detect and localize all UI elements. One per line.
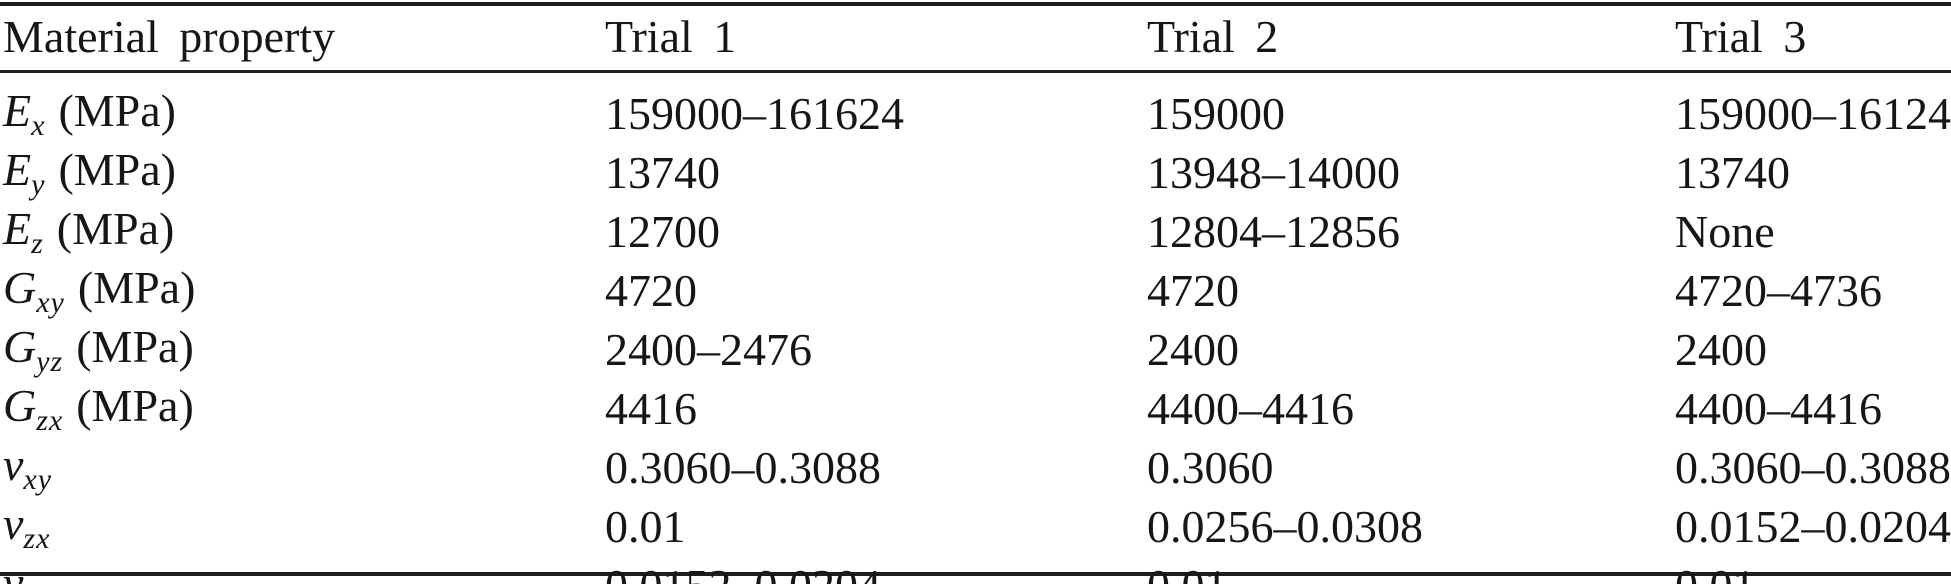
column-header-trial-1: Trial 1 (605, 11, 737, 62)
trial1-value-cell: 4416 (605, 383, 697, 434)
table-body: Ex (MPa) 159000–161624 159000 159000–1612… (3, 84, 1951, 584)
property-cell: Ex (MPa) (3, 84, 605, 143)
property-cell: Ez (MPa) (3, 202, 605, 261)
table-top-rule (0, 2, 1951, 6)
property-cell: vzx (3, 497, 605, 556)
property-cell: Gzx (MPa) (3, 379, 605, 438)
property-cell: vxy (3, 438, 605, 497)
property-subscript: zx (23, 522, 51, 555)
table-row: vyz 0.0152–0.0204 0.01 0.01 (3, 556, 1951, 584)
trial1-value-cell: 4720 (605, 265, 697, 316)
trial2-value-cell: 159000 (1147, 88, 1285, 139)
table-row: vzx 0.01 0.0256–0.0308 0.0152–0.0204 (3, 497, 1951, 556)
trial3-value-cell: 0.01 (1675, 556, 1951, 584)
header-row: Material property Trial 1 Trial 2 Trial … (3, 0, 1951, 84)
trial2-value-cell: 12804–12856 (1147, 206, 1400, 257)
table-row: Gyz (MPa) 2400–2476 2400 2400 (3, 320, 1951, 379)
property-subscript: yz (23, 581, 50, 584)
trial1-value-cell: 12700 (605, 206, 720, 257)
property-subscript: y (31, 168, 46, 201)
property-unit: (MPa) (58, 85, 176, 136)
table-row: Ez (MPa) 12700 12804–12856 None (3, 202, 1951, 261)
table-row: vxy 0.3060–0.3088 0.3060 0.3060–0.3088 (3, 438, 1951, 497)
property-symbol: G (3, 380, 37, 431)
trial1-value-cell: 159000–161624 (605, 88, 904, 139)
property-symbol: E (3, 203, 32, 254)
property-symbol: E (3, 85, 32, 136)
property-subscript: yz (36, 345, 64, 378)
trial3-value-cell: None (1675, 206, 1775, 257)
property-symbol: G (3, 262, 37, 313)
trial1-value-cell: 0.01 (605, 501, 686, 552)
property-cell: Ey (MPa) (3, 143, 605, 202)
table-header-rule (0, 70, 1951, 73)
property-symbol: v (3, 439, 24, 490)
trial1-value-cell: 13740 (605, 147, 720, 198)
property-subscript: zx (36, 404, 64, 437)
trial2-value-cell: 0.3060 (1147, 442, 1274, 493)
property-symbol: E (3, 144, 32, 195)
property-unit: (MPa) (76, 321, 194, 372)
property-subscript: xy (23, 463, 53, 496)
trial1-value-cell: 0.3060–0.3088 (605, 442, 881, 493)
property-unit: (MPa) (76, 380, 194, 431)
column-header-trial-3: Trial 3 (1675, 11, 1807, 62)
column-header-material-property: Material property (3, 11, 336, 62)
trial1-value-cell: 0.0152–0.0204 (605, 556, 1147, 584)
property-subscript: xy (36, 286, 65, 319)
trial2-value-cell: 4720 (1147, 265, 1239, 316)
property-unit: (MPa) (77, 262, 196, 313)
trial3-value-cell: 159000–16124 (1675, 88, 1951, 139)
table-row: Ey (MPa) 13740 13948–14000 13740 (3, 143, 1951, 202)
property-unit: (MPa) (58, 144, 176, 195)
property-symbol: G (3, 321, 37, 372)
property-symbol: v (3, 557, 24, 584)
trial1-value-cell: 2400–2476 (605, 324, 812, 375)
column-header-trial-2: Trial 2 (1147, 11, 1279, 62)
trial3-value-cell: 0.3060–0.3088 (1675, 442, 1951, 493)
property-cell: Gxy (MPa) (3, 261, 605, 320)
property-symbol: v (3, 498, 24, 549)
table-row: Gzx (MPa) 4416 4400–4416 4400–4416 (3, 379, 1951, 438)
property-subscript: z (31, 227, 44, 260)
property-subscript: x (31, 109, 46, 142)
trial3-value-cell: 4720–4736 (1675, 265, 1882, 316)
trial2-value-cell: 2400 (1147, 324, 1239, 375)
material-properties-table: Material property Trial 1 Trial 2 Trial … (3, 0, 1951, 584)
trial2-value-cell: 0.01 (1147, 556, 1675, 584)
property-cell: vyz (3, 556, 605, 584)
trial2-value-cell: 0.0256–0.0308 (1147, 501, 1423, 552)
property-cell: Gyz (MPa) (3, 320, 605, 379)
trial2-value-cell: 13948–14000 (1147, 147, 1400, 198)
trial3-value-cell: 13740 (1675, 147, 1790, 198)
property-unit: (MPa) (56, 203, 175, 254)
table-row: Gxy (MPa) 4720 4720 4720–4736 (3, 261, 1951, 320)
trial2-value-cell: 4400–4416 (1147, 383, 1354, 434)
table-row: Ex (MPa) 159000–161624 159000 159000–1612… (3, 84, 1951, 143)
trial3-value-cell: 4400–4416 (1675, 383, 1882, 434)
trial3-value-cell: 0.0152–0.0204 (1675, 501, 1951, 552)
table-bottom-rule (0, 572, 1951, 576)
trial3-value-cell: 2400 (1675, 324, 1767, 375)
